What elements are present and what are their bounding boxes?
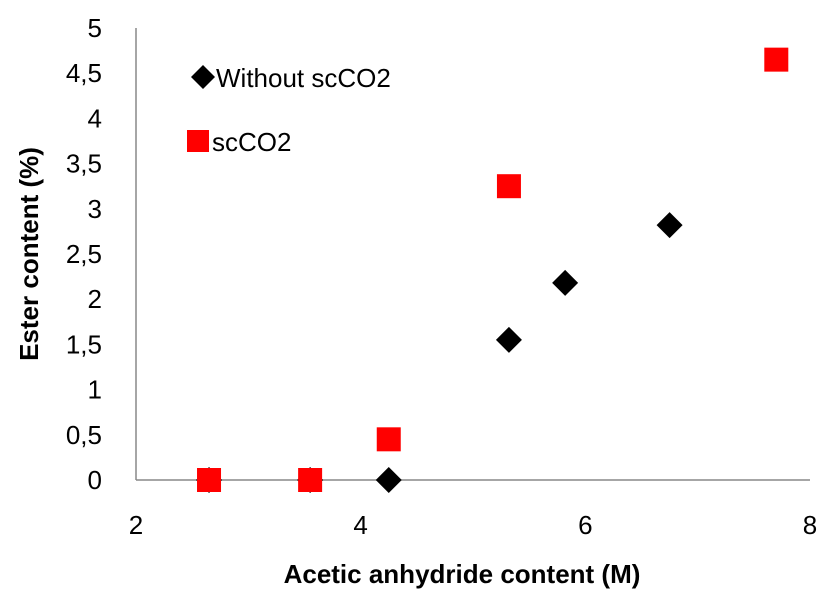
data-point-square [298,468,323,492]
data-points [196,47,789,493]
legend-marker-square [187,130,209,152]
legend-item-without-scco2: Without scCO2 [191,63,391,93]
y-tick-labels: 0 0,5 1 1,5 2 2,5 3 3,5 4 4,5 5 [66,13,102,495]
x-tick-label: 8 [803,510,817,540]
data-point-square [376,427,401,452]
legend-item-scco2: scCO2 [187,127,291,157]
data-point-diamond [375,467,402,493]
data-point-diamond [552,269,579,296]
data-point-diamond [656,212,683,239]
x-tick-label: 2 [129,510,143,540]
legend-marker-diamond [191,65,215,89]
y-tick-label: 0 [88,465,102,495]
legend-label-without-scco2: Without scCO2 [216,63,391,93]
y-tick-label: 2 [88,284,102,314]
y-tick-label: 3 [88,194,102,224]
legend-label-scco2: scCO2 [212,127,291,157]
data-point-square [764,47,789,72]
y-tick-label: 4 [88,103,102,133]
axes [135,28,810,481]
y-tick-label: 1,5 [66,329,102,359]
y-tick-label: 0,5 [66,420,102,450]
legend: Without scCO2 scCO2 [187,63,391,157]
x-tick-label: 6 [578,510,592,540]
y-tick-label: 1 [88,375,102,405]
data-point-square [197,468,222,492]
y-axis-title: Ester content (%) [14,147,44,361]
x-tick-labels: 2 4 6 8 [129,510,817,540]
data-point-diamond [495,326,522,353]
y-tick-label: 4,5 [66,58,102,88]
x-axis-title: Acetic anhydride content (M) [284,559,641,589]
x-tick-label: 4 [353,510,367,540]
data-point-square [496,174,521,199]
y-tick-label: 3,5 [66,149,102,179]
y-tick-label: 2,5 [66,239,102,269]
y-tick-label: 5 [88,13,102,43]
